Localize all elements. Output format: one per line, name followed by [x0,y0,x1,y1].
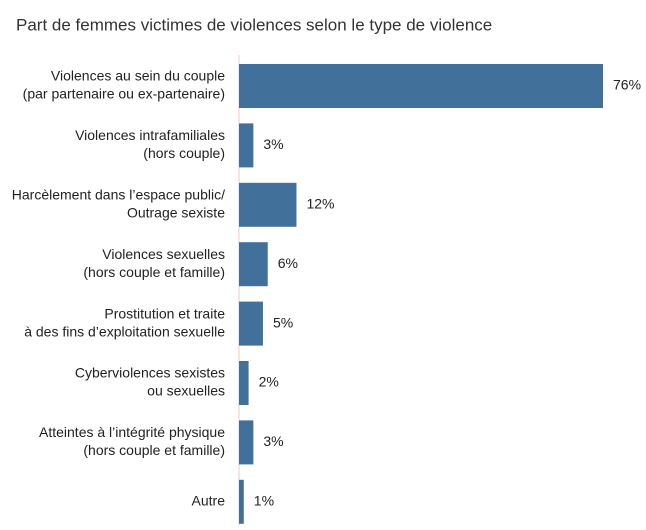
bar [239,301,263,346]
chart-title: Part de femmes victimes de violences sel… [16,15,492,34]
category-label: ou sexuelles [147,383,225,399]
value-label: 2% [259,374,279,390]
category-label: (hors couple) [143,145,225,161]
bar [239,361,249,405]
value-label: 5% [273,314,293,330]
value-label: 3% [263,433,283,449]
bar [239,123,254,168]
bar [239,479,244,524]
bar [239,420,254,465]
value-label: 76% [613,77,641,93]
value-label: 3% [263,136,283,152]
category-label: Harcèlement dans l’espace public/ [12,187,225,203]
value-label: 12% [306,196,334,212]
category-label: Autre [192,493,226,509]
category-label: Violences intrafamiliales [75,127,225,143]
category-label: Violences au sein du couple [51,68,225,84]
category-label: (par partenaire ou ex-partenaire) [23,86,225,102]
category-label: Cyberviolences sexistes [75,365,225,381]
category-label: (hors couple et famille) [83,264,225,280]
category-label: à des fins d’exploitation sexuelle [24,323,225,339]
bar [239,182,297,227]
bar [239,242,268,287]
category-label: Atteintes à l’intégrité physique [39,424,225,440]
value-label: 1% [254,493,274,509]
category-label: Prostitution et traite [104,305,225,321]
category-label: Violences sexuelles [102,246,225,262]
value-label: 6% [278,255,298,271]
category-label: (hors couple et famille) [83,442,225,458]
bar [239,64,603,108]
category-label: Outrage sexiste [127,205,225,221]
